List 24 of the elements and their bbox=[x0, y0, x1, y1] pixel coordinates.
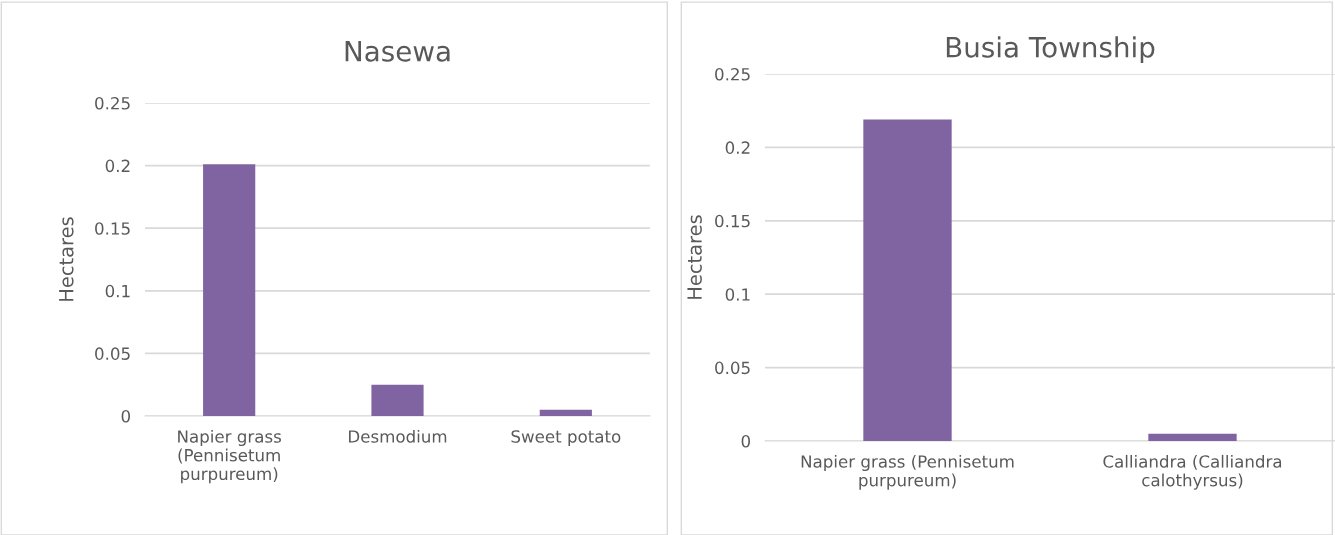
y-tick-label: 0.2 bbox=[105, 159, 130, 173]
y-axis-title: Hectares bbox=[687, 215, 702, 299]
chart-title: Busia Township bbox=[946, 36, 1155, 64]
y-tick-label: 0.15 bbox=[95, 222, 130, 235]
x-tick-label: Napier grass (Pennisetum purpureum) bbox=[178, 429, 282, 484]
y-tick-label: 0.1 bbox=[105, 284, 130, 298]
bar bbox=[371, 384, 424, 416]
x-tick-label: Sweet potato bbox=[511, 430, 621, 447]
y-tick-label: 0.1 bbox=[725, 288, 750, 301]
x-tick-label: Desmodium bbox=[349, 429, 447, 443]
y-tick-label: 0.05 bbox=[95, 347, 130, 360]
bar bbox=[539, 409, 592, 416]
y-tick-label: 0.25 bbox=[95, 96, 130, 110]
x-tick-label: Calliandra (Calliandra calothyrsus) bbox=[1103, 454, 1282, 490]
y-tick-label: 0.25 bbox=[715, 67, 750, 81]
x-tick-label: Napier grass (Pennisetum purpureum) bbox=[801, 454, 1014, 490]
chart-title: Nasewa bbox=[345, 41, 450, 62]
y-tick-label: 0.15 bbox=[715, 214, 750, 228]
y-axis-title: Hectares bbox=[59, 217, 74, 301]
y-tick-label: 0 bbox=[741, 434, 750, 448]
y-tick-label: 0.05 bbox=[715, 361, 750, 375]
y-tick-label: 0 bbox=[121, 409, 130, 423]
bar bbox=[203, 164, 256, 416]
y-tick-label: 0.2 bbox=[725, 141, 750, 154]
